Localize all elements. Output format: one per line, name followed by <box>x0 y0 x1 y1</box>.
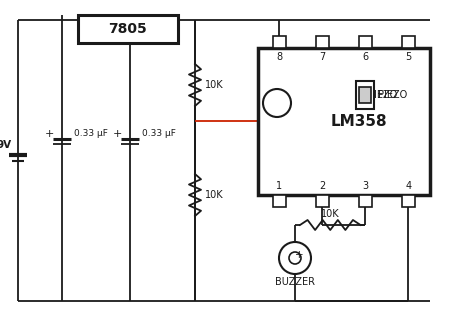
Bar <box>359 87 372 103</box>
Bar <box>273 195 286 207</box>
Text: 4: 4 <box>405 181 411 191</box>
Text: LM358: LM358 <box>331 114 387 129</box>
Text: 5: 5 <box>405 52 411 62</box>
Bar <box>356 81 374 109</box>
Text: +: + <box>44 129 54 139</box>
Text: 10K: 10K <box>205 80 224 90</box>
Bar <box>359 195 372 207</box>
Bar <box>316 36 329 48</box>
Text: 10K: 10K <box>321 209 339 219</box>
Text: 7805: 7805 <box>109 22 147 36</box>
Bar <box>402 36 415 48</box>
Text: 10K: 10K <box>205 190 224 200</box>
Text: 9V: 9V <box>0 140 11 150</box>
Text: 1: 1 <box>276 181 283 191</box>
Bar <box>258 48 430 195</box>
Text: 2: 2 <box>319 181 326 191</box>
Text: 0.33 μF: 0.33 μF <box>142 130 176 138</box>
Bar <box>402 195 415 207</box>
Bar <box>359 36 372 48</box>
Bar <box>273 36 286 48</box>
Text: 0.33 μF: 0.33 μF <box>74 130 108 138</box>
Text: 6: 6 <box>363 52 369 62</box>
Text: PIEZO: PIEZO <box>368 90 397 100</box>
Text: BUZZER: BUZZER <box>275 277 315 287</box>
Bar <box>316 195 329 207</box>
Text: +: + <box>295 250 303 260</box>
Text: 7: 7 <box>319 52 326 62</box>
Bar <box>78 15 178 43</box>
Text: PIEZO: PIEZO <box>379 90 408 100</box>
Text: 3: 3 <box>363 181 369 191</box>
Text: 8: 8 <box>276 52 283 62</box>
Text: +: + <box>112 129 122 139</box>
